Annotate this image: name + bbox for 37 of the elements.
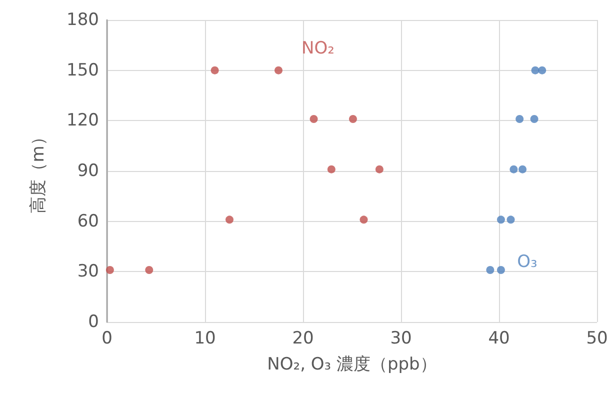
x-tick-label: 10 [194, 328, 216, 348]
point [360, 216, 368, 224]
point [348, 114, 357, 123]
point [106, 266, 114, 274]
y-tick-label: 90 [77, 161, 99, 181]
x-tick-label: 50 [586, 328, 608, 348]
series-label: O₃ [517, 252, 538, 272]
point [510, 165, 518, 174]
point [327, 165, 336, 174]
point [531, 66, 540, 74]
y-tick-label: 0 [88, 312, 99, 332]
point [538, 66, 546, 74]
point [506, 216, 515, 224]
y-tick-label: 60 [77, 211, 99, 232]
point [516, 114, 524, 123]
y-axis-title: 高度（m） [28, 128, 48, 214]
point [274, 66, 282, 74]
point [226, 216, 234, 224]
y-tick-label: 180 [66, 10, 99, 30]
x-axis-title: NO₂, O₃ 濃度（ppb） [267, 354, 437, 374]
point [496, 266, 505, 274]
point [210, 66, 219, 74]
point [530, 114, 538, 123]
point [375, 165, 384, 174]
x-tick-label: 40 [488, 328, 510, 348]
y-tick-label: 150 [66, 60, 99, 80]
point [496, 216, 505, 224]
x-tick-label: 30 [390, 328, 412, 348]
point [486, 266, 494, 274]
point [310, 114, 318, 123]
series-label: NO₂ [302, 38, 334, 58]
y-tick-label: 120 [66, 110, 99, 131]
point [145, 266, 154, 274]
point [518, 165, 527, 174]
x-tick-label: 0 [102, 328, 112, 348]
x-tick-label: 20 [292, 328, 314, 348]
y-tick-label: 30 [77, 262, 99, 282]
